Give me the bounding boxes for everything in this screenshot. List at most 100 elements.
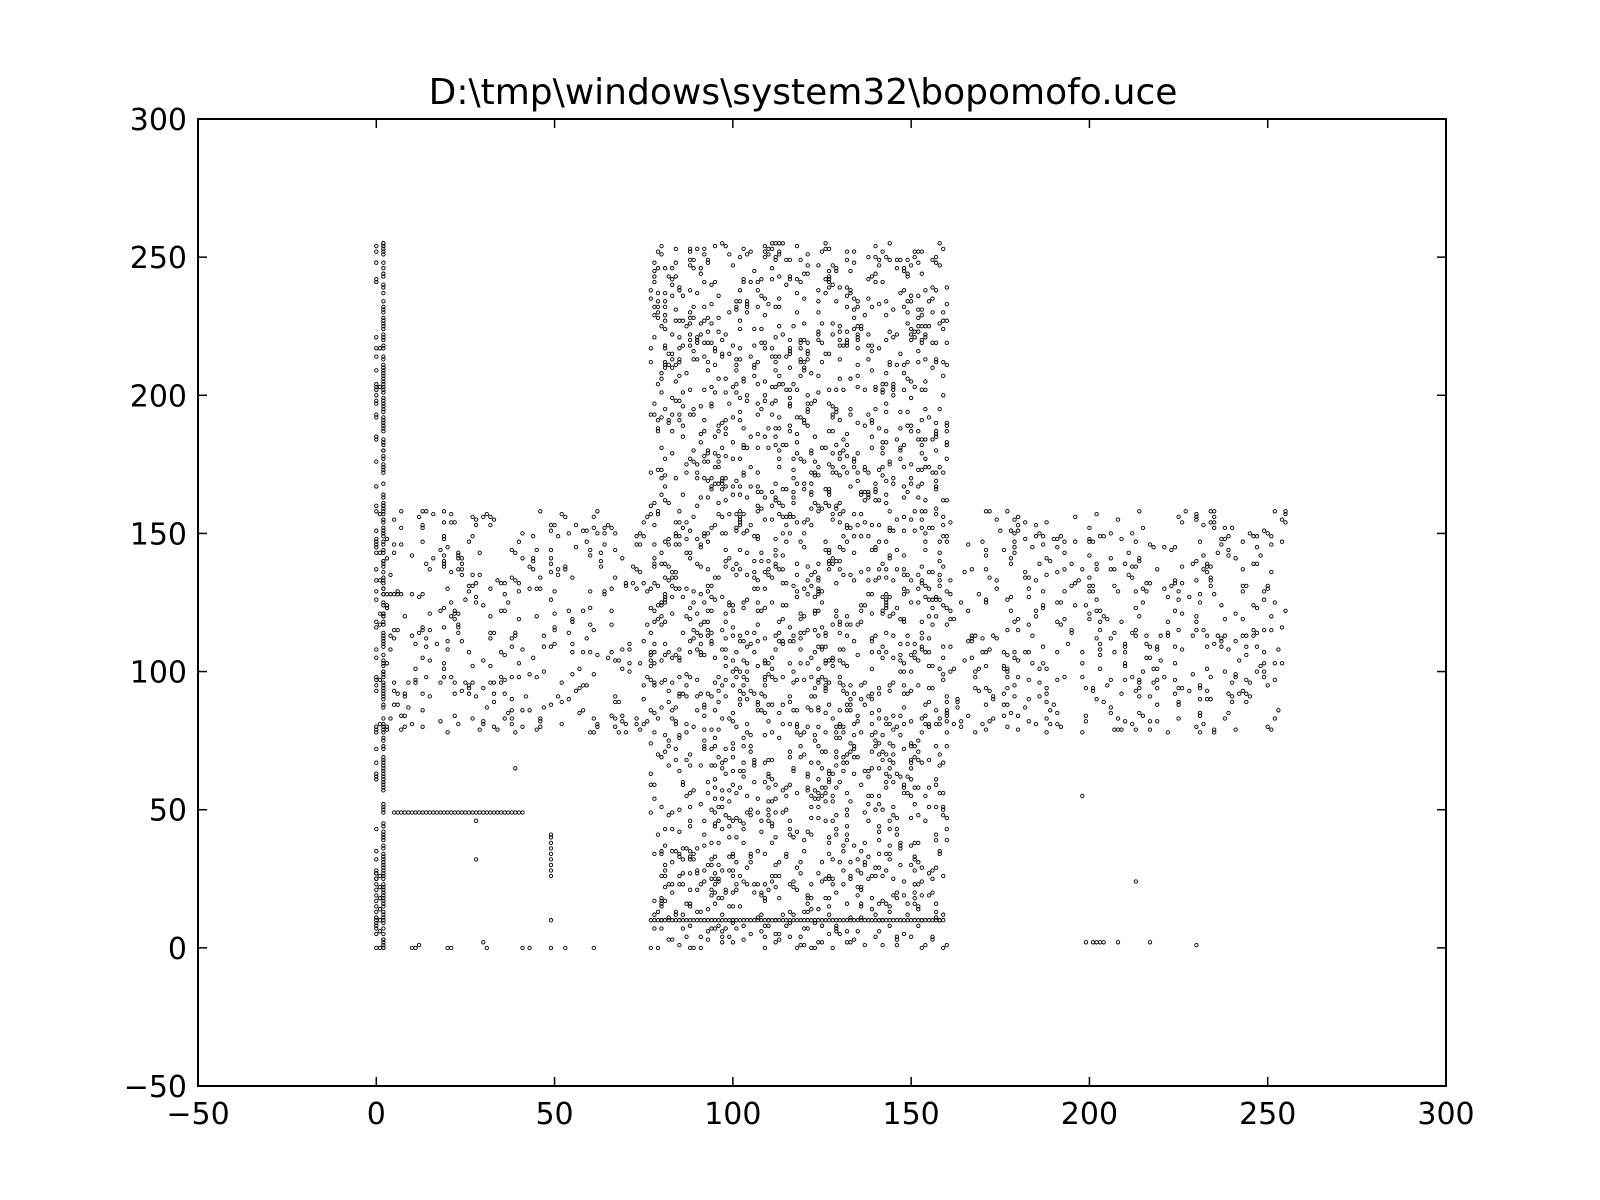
data-point [662, 365, 668, 370]
data-point [381, 912, 386, 917]
data-point [381, 663, 386, 669]
data-point [702, 738, 707, 743]
data-point [662, 304, 668, 310]
data-point [937, 263, 942, 268]
data-point [695, 470, 700, 475]
data-point [1176, 716, 1181, 721]
data-point [1162, 674, 1167, 680]
data-point [1130, 575, 1135, 580]
data-point [851, 511, 857, 517]
data-point [837, 545, 842, 550]
data-point [891, 476, 896, 481]
data-point [1144, 633, 1149, 638]
data-point [570, 672, 575, 677]
data-point [816, 907, 821, 912]
data-point [655, 909, 661, 915]
data-point [374, 688, 379, 694]
data-point [809, 506, 814, 511]
data-point [655, 304, 661, 310]
data-point [659, 371, 664, 376]
data-point [777, 630, 782, 636]
data-point [777, 464, 782, 470]
data-point [830, 663, 835, 669]
data-point [1272, 600, 1277, 605]
data-point [937, 752, 942, 757]
data-point [691, 348, 696, 354]
data-point [374, 387, 379, 392]
data-point [491, 630, 497, 636]
data-point [381, 882, 386, 887]
data-point [998, 528, 1003, 533]
data-point [716, 840, 721, 846]
data-point [659, 324, 664, 329]
data-point [862, 862, 867, 868]
data-point [381, 481, 386, 486]
data-point [834, 608, 839, 613]
data-point [798, 616, 803, 622]
data-point [513, 550, 518, 555]
data-point [816, 509, 821, 514]
data-point [705, 790, 711, 796]
data-point [744, 882, 750, 887]
data-point [809, 674, 814, 680]
data-point [402, 724, 407, 729]
data-point [481, 721, 486, 727]
data-point [812, 945, 818, 951]
data-point [755, 796, 760, 801]
data-point [1254, 630, 1260, 636]
data-point [381, 462, 386, 467]
data-point [605, 655, 611, 660]
data-point [798, 934, 803, 939]
data-point [787, 826, 793, 832]
data-point [1226, 710, 1231, 716]
data-point [901, 553, 907, 558]
data-point [1112, 567, 1117, 572]
data-point [834, 387, 839, 392]
data-point [848, 290, 853, 296]
data-point [623, 583, 629, 589]
data-point [894, 332, 900, 337]
data-point [1083, 713, 1089, 718]
data-point [645, 589, 650, 594]
data-point [1083, 940, 1089, 945]
data-point [752, 691, 757, 696]
data-point [712, 777, 718, 782]
data-point [566, 697, 571, 702]
data-point [973, 674, 978, 680]
data-point [427, 694, 432, 699]
data-point [741, 840, 746, 846]
data-point [937, 241, 942, 246]
data-point [894, 266, 900, 271]
data-point [901, 304, 907, 310]
data-point [933, 901, 939, 906]
chart-title: D:\tmp\windows\system32\bopomofo.uce [429, 72, 1178, 113]
data-point [381, 876, 386, 881]
data-point [695, 246, 700, 252]
data-point [598, 558, 604, 564]
data-point [659, 252, 664, 257]
data-point [1155, 719, 1160, 724]
data-point [684, 730, 689, 735]
data-point [851, 578, 857, 583]
data-point [816, 586, 821, 591]
data-point [723, 619, 728, 624]
data-point [702, 702, 707, 707]
y-tick-label: 100 [130, 656, 187, 691]
data-point [1222, 525, 1228, 531]
data-point [816, 790, 821, 796]
data-point [662, 592, 668, 597]
data-point [869, 592, 875, 597]
data-point [613, 547, 618, 553]
data-point [787, 661, 793, 666]
data-point [384, 605, 390, 611]
data-point [381, 575, 386, 580]
data-point [905, 359, 910, 365]
data-point [1229, 680, 1235, 685]
data-point [784, 923, 789, 928]
data-point [691, 406, 696, 412]
data-point [876, 539, 882, 544]
data-point [762, 694, 768, 699]
data-point [695, 871, 700, 876]
data-point [887, 818, 892, 823]
data-point [555, 694, 561, 699]
